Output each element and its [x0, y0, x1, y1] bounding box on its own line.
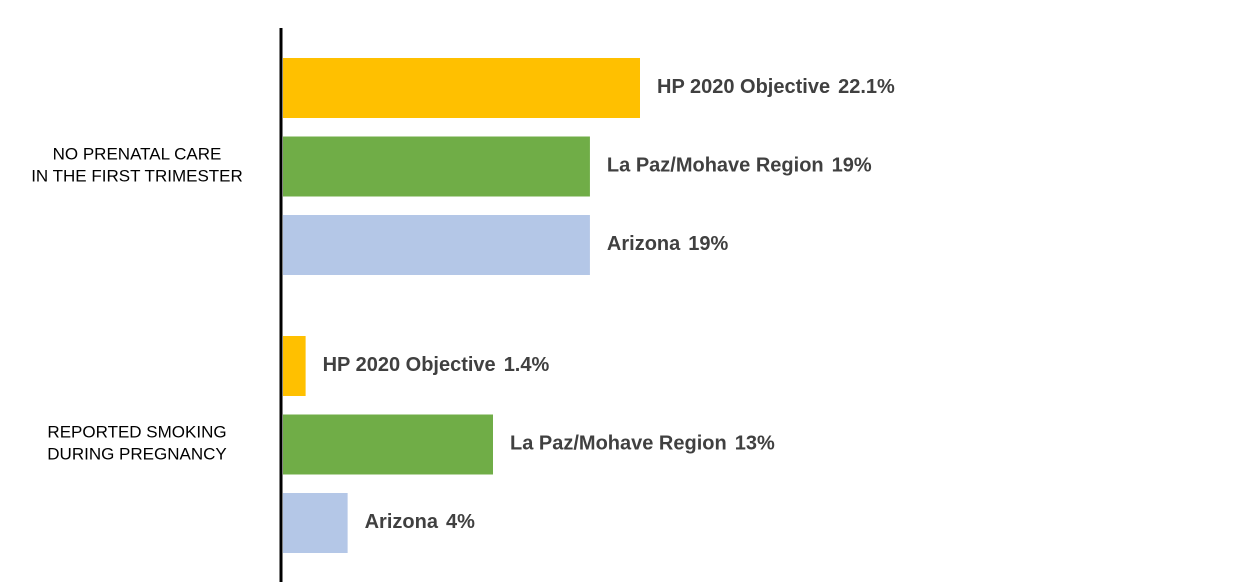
category-line: NO PRENATAL CARE [53, 145, 222, 164]
value-label: 19% [688, 233, 728, 255]
data-label: Arizona 19% [607, 233, 729, 255]
value-label: 19% [832, 155, 872, 177]
bar [283, 414, 493, 475]
series-name: HP 2020 Objective [323, 354, 496, 376]
category-line: DURING PREGNANCY [47, 445, 226, 464]
bar [283, 136, 590, 197]
series-name: HP 2020 Objective [657, 76, 830, 98]
bar [283, 336, 306, 396]
series-name: Arizona [607, 233, 681, 255]
category-label: REPORTED SMOKING DURING PREGNANCY [47, 423, 226, 464]
data-label: HP 2020 Objective 1.4% [323, 354, 550, 376]
series-name: Arizona [365, 511, 439, 533]
data-label: Arizona 4% [365, 511, 475, 533]
bar [283, 58, 640, 118]
bar [283, 493, 348, 553]
bar [283, 215, 590, 275]
category-label: NO PRENATAL CARE IN THE FIRST TRIMESTER [31, 145, 243, 186]
category-line: IN THE FIRST TRIMESTER [31, 167, 243, 186]
data-label: La Paz/Mohave Region 19% [607, 155, 872, 177]
category-line: REPORTED SMOKING [47, 423, 226, 442]
value-label: 13% [735, 433, 775, 455]
series-name: La Paz/Mohave Region [510, 433, 727, 455]
data-label: HP 2020 Objective 22.1% [657, 76, 895, 98]
value-label: 4% [446, 511, 475, 533]
value-label: 22.1% [838, 76, 895, 98]
value-label: 1.4% [504, 354, 550, 376]
series-name: La Paz/Mohave Region [607, 155, 824, 177]
data-label: La Paz/Mohave Region 13% [510, 433, 775, 455]
